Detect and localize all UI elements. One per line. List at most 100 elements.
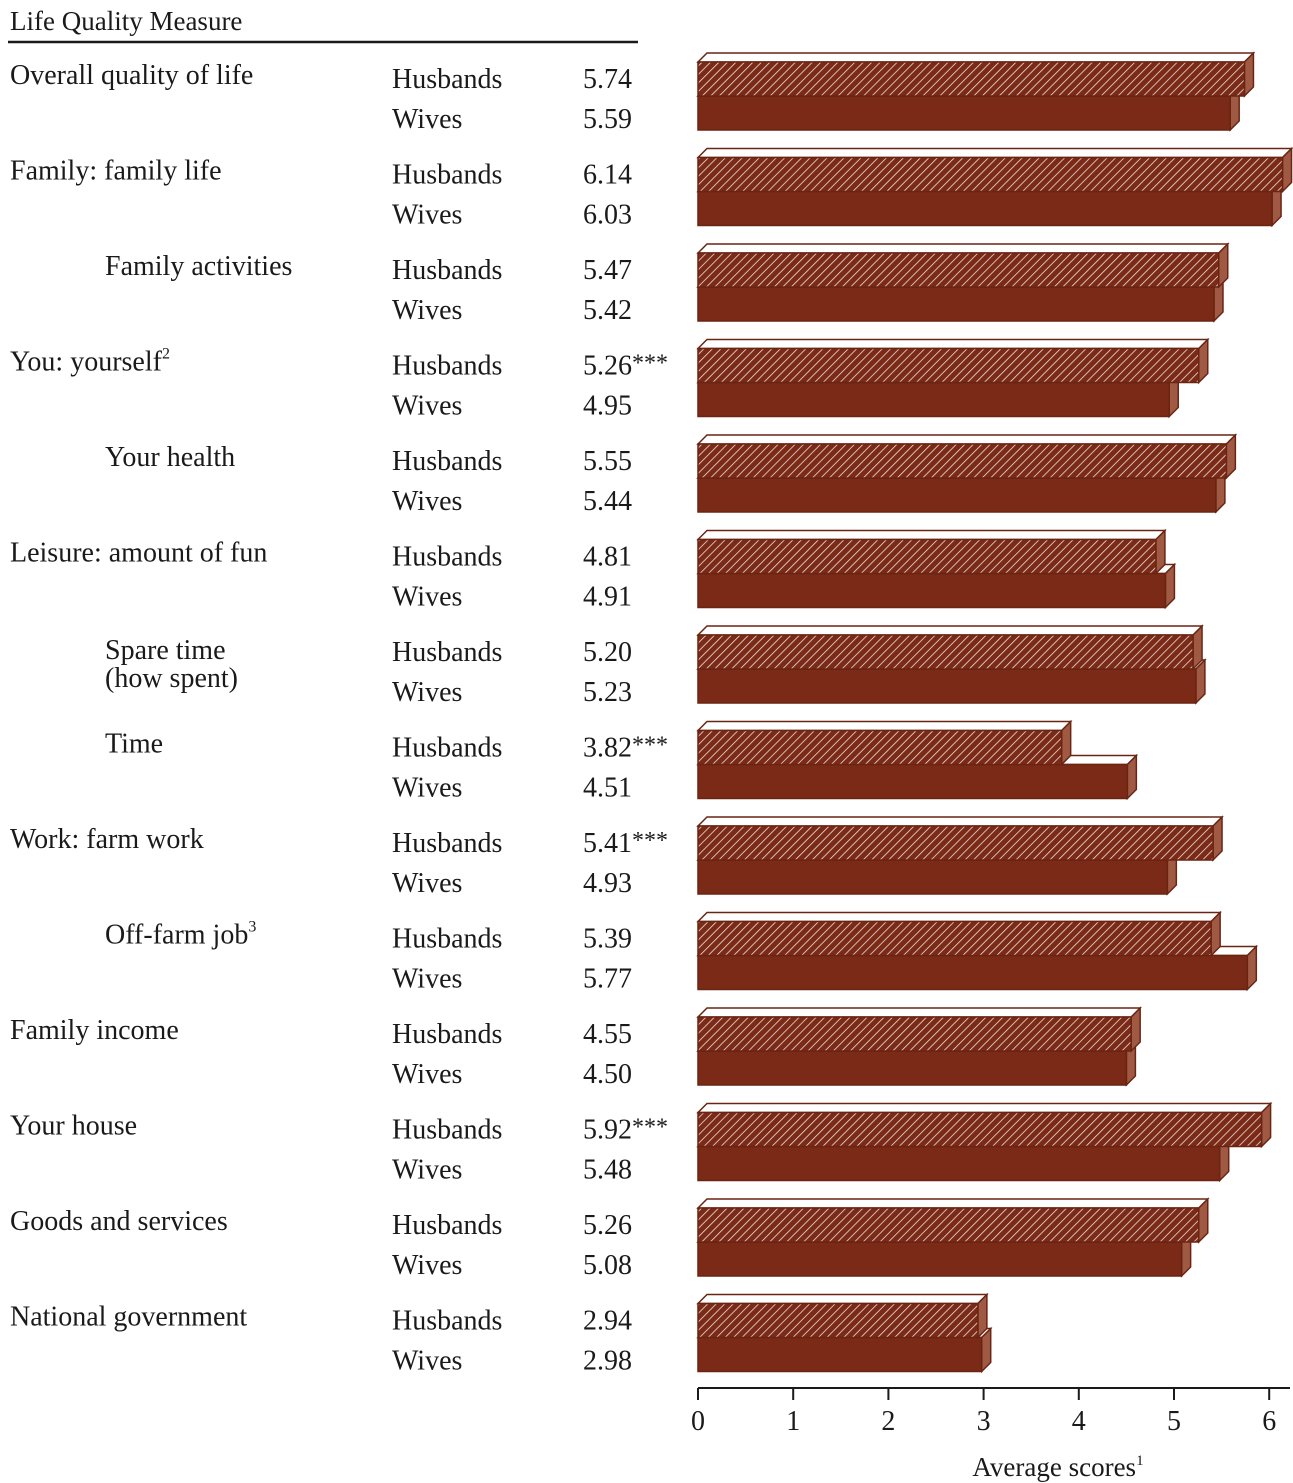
category-label: Spare time	[105, 635, 226, 666]
x-tick-label: 3	[977, 1406, 991, 1437]
value-label: 6.03	[583, 200, 632, 231]
bar-wives	[697, 1050, 1128, 1086]
bar-wives	[697, 954, 1249, 991]
group-label: Husbands	[392, 542, 502, 573]
bar-wives	[697, 190, 1273, 227]
value-label: 5.92***	[583, 1115, 668, 1146]
value-label: 2.98	[583, 1346, 632, 1377]
value-label: 5.20	[583, 637, 632, 668]
value-label: 3.82***	[583, 733, 668, 764]
bar-husbands	[697, 1207, 1200, 1243]
value-label: 5.55	[583, 446, 632, 477]
bar-top-husbands	[696, 720, 1073, 732]
bar-top-husbands	[696, 1293, 989, 1305]
bar-top-husbands	[696, 147, 1293, 159]
value-label: 5.59	[583, 104, 632, 135]
category-label: Your house	[10, 1111, 137, 1142]
category-label: Family: family life	[10, 156, 222, 187]
bar-wives	[697, 477, 1217, 513]
bar-husbands	[697, 443, 1228, 479]
value-label: 5.23	[583, 677, 632, 708]
group-label: Wives	[392, 200, 462, 231]
value-label: 4.93	[583, 868, 632, 899]
bar-top-husbands	[696, 243, 1230, 254]
x-tick-label: 5	[1167, 1406, 1181, 1437]
x-tick-label: 2	[881, 1406, 895, 1437]
group-label: Husbands	[392, 828, 502, 859]
bar-husbands	[697, 1111, 1263, 1148]
group-label: Husbands	[392, 1115, 502, 1146]
group-label: Wives	[392, 391, 462, 422]
bar-area	[696, 51, 1293, 1374]
group-label: Husbands	[392, 255, 502, 286]
group-label: Wives	[392, 486, 462, 517]
group-label: Wives	[392, 1250, 462, 1281]
bar-top-husbands	[696, 529, 1167, 541]
group-label: Husbands	[392, 351, 502, 382]
group-label: Husbands	[392, 733, 502, 764]
bar-husbands	[697, 825, 1214, 861]
group-label: Wives	[392, 964, 462, 995]
bar-husbands	[697, 1016, 1132, 1052]
category-label: Goods and services	[10, 1206, 228, 1237]
bar-husbands	[697, 729, 1063, 766]
x-tick-label: 6	[1262, 1406, 1276, 1437]
bar-husbands	[697, 252, 1220, 288]
value-label: 4.91	[583, 582, 632, 613]
bar-wives	[697, 859, 1169, 895]
group-label: Wives	[392, 677, 462, 708]
group-label: Husbands	[392, 924, 502, 955]
row-labels: Overall quality of life Husbands 5.74 Wives…	[10, 60, 668, 1377]
group-label: Husbands	[392, 637, 502, 668]
x-axis-title: Average scores1	[972, 1452, 1143, 1482]
x-tick-label: 0	[691, 1406, 705, 1437]
group-label: Husbands	[392, 160, 502, 191]
value-label: 5.26***	[583, 351, 668, 382]
bar-top-husbands	[696, 434, 1238, 445]
value-label: 4.51	[583, 773, 632, 804]
bar-husbands	[697, 347, 1200, 384]
category-label: National government	[10, 1302, 247, 1333]
bar-top-husbands	[696, 338, 1210, 350]
bar-top-husbands	[696, 52, 1256, 63]
group-label: Husbands	[392, 64, 502, 95]
x-axis: 0 1 2 3 4 5 6 Average scores1	[691, 1387, 1290, 1482]
group-label: Wives	[392, 295, 462, 326]
value-label: 4.81	[583, 542, 632, 573]
value-label: 4.50	[583, 1059, 632, 1090]
group-label: Husbands	[392, 1019, 502, 1050]
value-label: 2.94	[583, 1306, 632, 1337]
bar-top-husbands	[696, 816, 1224, 827]
value-label: 4.95	[583, 391, 632, 422]
bar-husbands	[697, 538, 1157, 575]
group-label: Wives	[392, 773, 462, 804]
bar-husbands	[697, 1302, 979, 1339]
bar-wives	[697, 763, 1129, 800]
group-label: Wives	[392, 582, 462, 613]
value-label: 6.14	[583, 160, 632, 191]
category-label: Time	[105, 729, 163, 760]
bar-wives	[697, 95, 1231, 131]
value-label: 5.42	[583, 295, 632, 326]
value-label: 5.47	[583, 255, 632, 286]
category-label: Work: farm work	[10, 824, 204, 855]
bar-wives	[697, 1336, 983, 1373]
value-label: 5.39	[583, 924, 632, 955]
bar-wives	[697, 572, 1167, 609]
bar-husbands	[697, 61, 1246, 97]
group-label: Husbands	[392, 446, 502, 477]
category-label-line2: (how spent)	[105, 663, 238, 694]
column-header: Life Quality Measure	[10, 6, 242, 36]
group-label: Husbands	[392, 1306, 502, 1337]
category-label: Your health	[105, 442, 235, 473]
category-label: Family income	[10, 1015, 179, 1046]
bar-husbands	[697, 634, 1194, 670]
value-label: 5.48	[583, 1155, 632, 1186]
group-label: Wives	[392, 868, 462, 899]
bar-top-husbands	[696, 1198, 1210, 1209]
value-label: 5.44	[583, 486, 632, 517]
bar-wives	[697, 381, 1170, 418]
category-label: Overall quality of life	[10, 60, 253, 91]
bar-husbands	[697, 156, 1284, 193]
